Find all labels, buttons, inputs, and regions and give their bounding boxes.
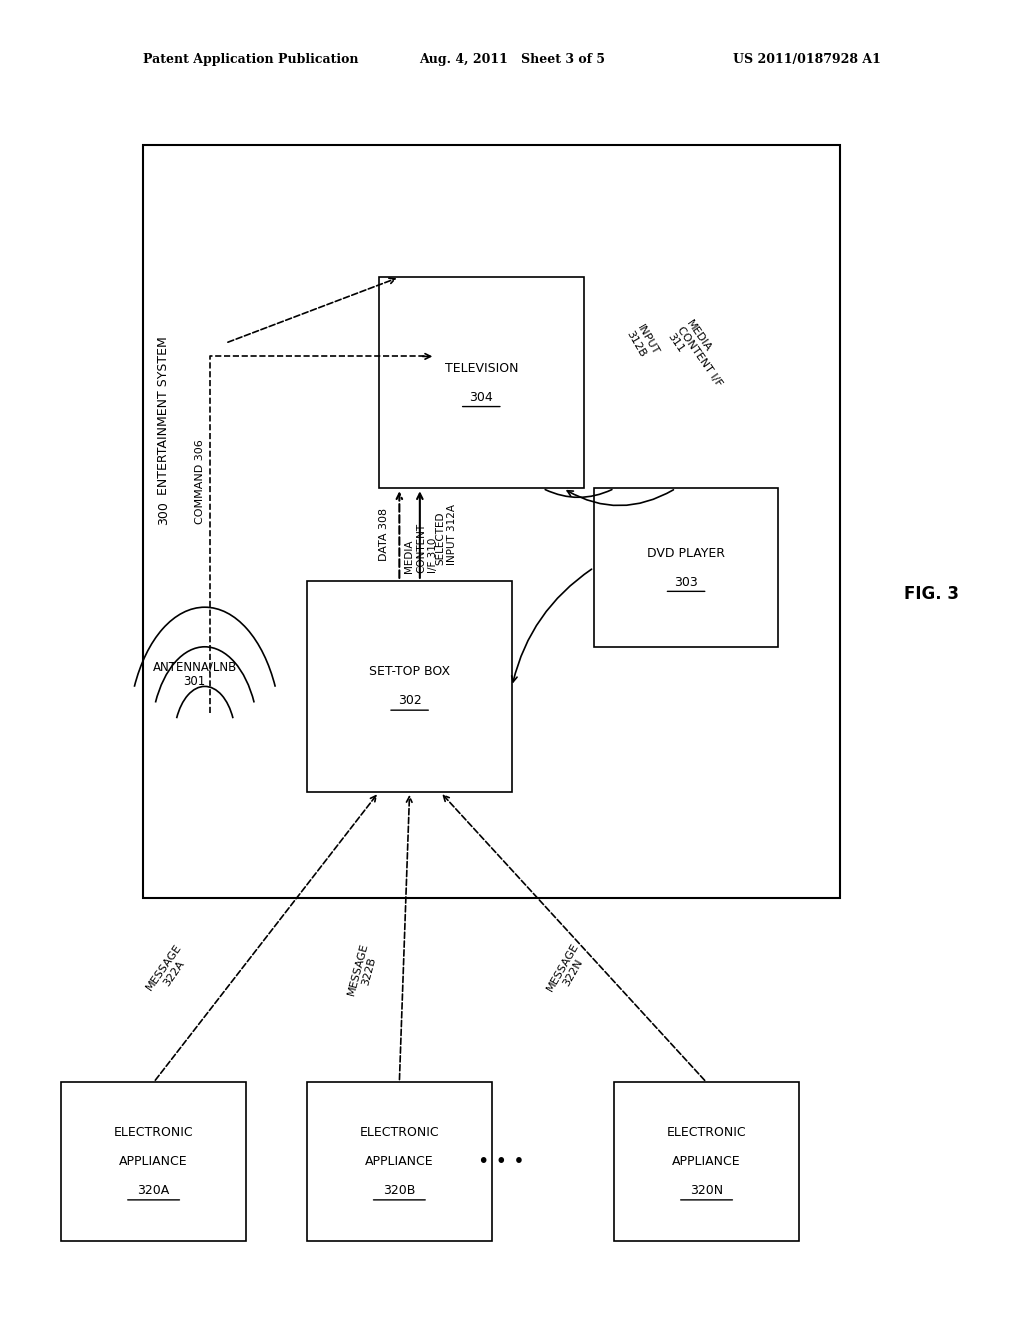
FancyBboxPatch shape — [307, 1082, 492, 1241]
Text: TELEVISION: TELEVISION — [444, 362, 518, 375]
Text: • • •: • • • — [478, 1152, 525, 1171]
Text: MESSAGE
322N: MESSAGE 322N — [546, 941, 591, 999]
Text: Aug. 4, 2011   Sheet 3 of 5: Aug. 4, 2011 Sheet 3 of 5 — [419, 53, 605, 66]
Text: 300: 300 — [158, 502, 170, 525]
FancyBboxPatch shape — [614, 1082, 799, 1241]
Text: 302: 302 — [397, 694, 422, 708]
FancyBboxPatch shape — [307, 581, 512, 792]
Text: DVD PLAYER: DVD PLAYER — [647, 546, 725, 560]
Text: ANTENNA/LNB
301: ANTENNA/LNB 301 — [153, 660, 237, 688]
Text: INPUT
312B: INPUT 312B — [625, 323, 660, 363]
FancyBboxPatch shape — [61, 1082, 246, 1241]
Text: 320B: 320B — [383, 1184, 416, 1197]
Text: ENTERTAINMENT SYSTEM: ENTERTAINMENT SYSTEM — [158, 333, 170, 495]
Text: DATA 308: DATA 308 — [379, 508, 389, 561]
Text: 320N: 320N — [690, 1184, 723, 1197]
Text: SET-TOP BOX: SET-TOP BOX — [369, 665, 451, 678]
Text: APPLIANCE: APPLIANCE — [365, 1155, 434, 1168]
Text: MEDIA
CONTENT I/F
311: MEDIA CONTENT I/F 311 — [666, 318, 733, 395]
Text: MESSAGE
322A: MESSAGE 322A — [144, 942, 194, 998]
Text: ELECTRONIC: ELECTRONIC — [667, 1126, 746, 1139]
FancyBboxPatch shape — [594, 488, 778, 647]
Text: 303: 303 — [674, 576, 698, 589]
Text: APPLIANCE: APPLIANCE — [672, 1155, 741, 1168]
Text: APPLIANCE: APPLIANCE — [119, 1155, 188, 1168]
FancyBboxPatch shape — [379, 277, 584, 488]
Text: MEDIA
CONTENT
I/F 310: MEDIA CONTENT I/F 310 — [404, 523, 437, 573]
Text: COMMAND 306: COMMAND 306 — [195, 440, 205, 524]
Text: ELECTRONIC: ELECTRONIC — [359, 1126, 439, 1139]
Text: Patent Application Publication: Patent Application Publication — [143, 53, 358, 66]
Text: SELECTED
INPUT 312A: SELECTED INPUT 312A — [435, 504, 457, 565]
Text: 304: 304 — [469, 391, 494, 404]
Text: MESSAGE
322B: MESSAGE 322B — [346, 941, 381, 999]
Text: 320A: 320A — [137, 1184, 170, 1197]
Text: ELECTRONIC: ELECTRONIC — [114, 1126, 194, 1139]
Text: US 2011/0187928 A1: US 2011/0187928 A1 — [733, 53, 881, 66]
FancyBboxPatch shape — [143, 145, 840, 898]
Text: FIG. 3: FIG. 3 — [904, 585, 959, 603]
